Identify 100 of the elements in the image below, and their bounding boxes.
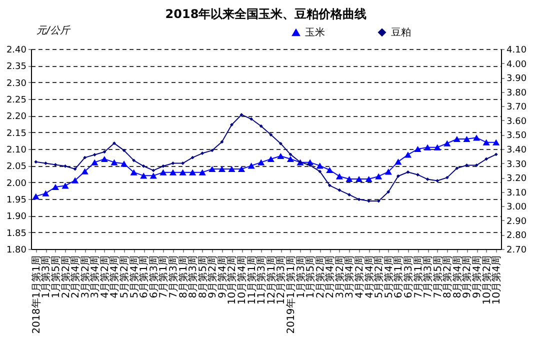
- x-tick-label: 10月第2周: [480, 256, 493, 305]
- point: [130, 169, 138, 176]
- x-tick-label: 4月第2周: [354, 256, 366, 298]
- x-tick-label: 7月第1周: [158, 256, 170, 298]
- y-tick-label: 2.05: [6, 162, 26, 172]
- x-tick-label: 2月第2周: [314, 256, 326, 298]
- y-tick-label: 2.35: [6, 62, 26, 72]
- point: [308, 164, 312, 168]
- point: [416, 172, 420, 176]
- y2-tick-label: 2.90: [506, 216, 527, 227]
- x-tick-label: 9月第2周: [206, 256, 219, 298]
- y-tick-label: 1.80: [6, 246, 27, 256]
- y-tick-label: 1.90: [6, 212, 27, 222]
- x-tick-label: 1月第3周: [294, 256, 307, 298]
- point: [484, 157, 488, 161]
- point: [189, 169, 196, 176]
- x-tick-label: 3月第2周: [79, 256, 92, 298]
- y2-tick-label: 4.00: [506, 60, 527, 70]
- point: [122, 148, 126, 152]
- point: [326, 166, 334, 174]
- point: [404, 152, 412, 158]
- y2-tick-label: 4.10: [506, 46, 527, 56]
- point: [414, 146, 422, 152]
- point: [436, 178, 440, 182]
- x-tick-label: 11月第1周: [246, 256, 258, 305]
- point: [316, 162, 324, 169]
- point: [453, 136, 460, 142]
- point: [328, 184, 332, 188]
- point: [218, 166, 226, 172]
- y-axis-title: 元/公斤: [36, 24, 71, 36]
- legend-label: 豆粕: [391, 27, 411, 38]
- point: [110, 159, 118, 166]
- point: [492, 139, 500, 146]
- y2-tick-label: 3.50: [506, 131, 527, 142]
- point: [42, 190, 50, 196]
- point: [181, 162, 185, 166]
- y-tick-label: 2.00: [6, 178, 27, 189]
- point: [445, 176, 449, 180]
- x-tick-label: 6月第3周: [148, 256, 160, 298]
- x-tick-label: 12月第3周: [275, 256, 288, 305]
- legend-label: 玉米: [305, 26, 325, 39]
- y-tick-label: 2.15: [6, 128, 26, 139]
- y2-tick-label: 3.40: [506, 146, 527, 156]
- x-tick-label: 8月第1周: [177, 256, 190, 298]
- point: [406, 170, 410, 174]
- point: [482, 139, 490, 146]
- point: [81, 168, 88, 174]
- point: [396, 174, 400, 178]
- x-tick-label: 8月第3周: [187, 256, 200, 298]
- point: [472, 134, 480, 141]
- y2-tick-label: 3.00: [506, 202, 527, 213]
- x-tick-label: 1月第3周: [40, 256, 52, 298]
- point: [455, 166, 459, 170]
- point: [102, 150, 106, 154]
- x-tick-label: 4月第2周: [98, 256, 111, 298]
- point: [100, 156, 108, 162]
- x-tick-label: 10月第2周: [226, 256, 238, 305]
- point: [444, 140, 451, 146]
- point: [62, 182, 69, 189]
- point: [72, 177, 79, 184]
- y2-tick-label: 2.70: [506, 246, 527, 256]
- y-tick-label: 2.20: [6, 112, 27, 122]
- point: [64, 164, 68, 168]
- point: [318, 170, 322, 174]
- x-tick-label: 9月第2周: [461, 256, 474, 298]
- x-tick-label: 9月第4周: [471, 256, 484, 298]
- x-tick-label: 8月第5周: [196, 256, 209, 298]
- point: [210, 148, 214, 152]
- x-tick-label: 7月第5周: [432, 256, 444, 298]
- x-tick-label: 3月第4周: [89, 256, 102, 298]
- point: [269, 132, 273, 136]
- point: [179, 169, 186, 176]
- point: [336, 173, 343, 180]
- x-tick-label: 2019年1月第1周: [284, 256, 297, 334]
- point: [338, 188, 342, 192]
- point: [424, 144, 432, 150]
- x-tick-label: 9月第4周: [216, 256, 228, 298]
- x-tick-label: 12月第1周: [265, 256, 278, 305]
- point: [494, 152, 498, 156]
- point: [277, 152, 284, 160]
- y2-tick-label: 3.10: [506, 188, 527, 198]
- point: [91, 159, 98, 166]
- point: [160, 169, 167, 176]
- point: [258, 159, 265, 166]
- y2-tick-label: 3.90: [506, 74, 527, 84]
- point: [267, 156, 274, 162]
- point: [198, 169, 206, 176]
- x-tick-label: 11月第3周: [256, 256, 268, 305]
- point: [248, 162, 255, 169]
- point: [394, 158, 402, 165]
- x-tick-label: 4月第4周: [108, 256, 121, 298]
- y2-tick-label: 3.60: [506, 116, 527, 127]
- x-tick-label: 6月第3周: [402, 256, 414, 298]
- point: [132, 158, 136, 162]
- point: [54, 162, 58, 166]
- point: [357, 198, 361, 202]
- point: [150, 172, 157, 179]
- x-tick-label: 2月第4周: [70, 256, 82, 298]
- x-tick-label: 7月第3周: [167, 256, 180, 298]
- point: [286, 156, 294, 162]
